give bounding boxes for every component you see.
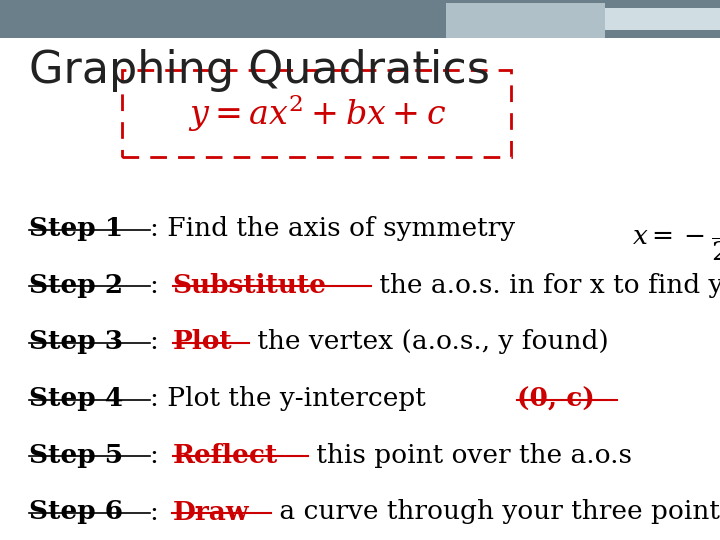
Text: Step 6: Step 6 <box>29 500 123 524</box>
Text: : Plot the y-intercept: : Plot the y-intercept <box>150 386 435 411</box>
Text: the a.o.s. in for x to find y: the a.o.s. in for x to find y <box>372 273 720 298</box>
Text: Step 3: Step 3 <box>29 329 123 354</box>
Text: (0, c): (0, c) <box>517 386 595 411</box>
Text: Draw: Draw <box>172 500 249 524</box>
Text: :: : <box>150 273 168 298</box>
Text: Step 1: Step 1 <box>29 216 123 241</box>
Text: Reflect: Reflect <box>173 443 278 468</box>
Text: the vertex (a.o.s., y found): the vertex (a.o.s., y found) <box>249 329 609 354</box>
Text: $y = ax^2 + bx + c$: $y = ax^2 + bx + c$ <box>188 93 446 134</box>
FancyBboxPatch shape <box>122 70 511 157</box>
Text: Step 2: Step 2 <box>29 273 123 298</box>
Text: Step 5: Step 5 <box>29 443 123 468</box>
FancyBboxPatch shape <box>446 3 605 38</box>
Text: Step 4: Step 4 <box>29 386 123 411</box>
Text: Plot: Plot <box>173 329 232 354</box>
Text: :: : <box>150 329 168 354</box>
Text: Substitute: Substitute <box>173 273 326 298</box>
FancyBboxPatch shape <box>605 8 720 30</box>
FancyBboxPatch shape <box>0 0 720 38</box>
Text: $x = -\dfrac{b}{2a}$: $x = -\dfrac{b}{2a}$ <box>632 212 720 263</box>
Text: :: : <box>150 443 168 468</box>
Text: Graphing Quadratics: Graphing Quadratics <box>29 49 490 92</box>
Text: : Find the axis of symmetry: : Find the axis of symmetry <box>150 216 516 241</box>
Text: this point over the a.o.s: this point over the a.o.s <box>308 443 632 468</box>
Text: :: : <box>150 500 167 524</box>
Text: a curve through your three points!: a curve through your three points! <box>271 500 720 524</box>
